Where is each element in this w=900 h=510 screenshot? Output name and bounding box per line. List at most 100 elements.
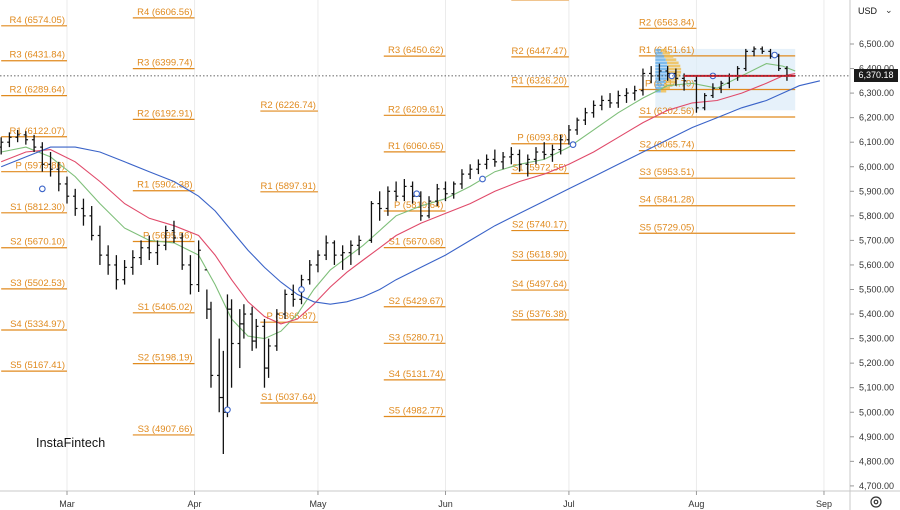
ohlc-bar (673, 68, 679, 86)
ohlc-bar (307, 260, 312, 285)
pivot-label: S5 (5376.38) (512, 309, 567, 320)
ohlc-bar (385, 186, 391, 216)
ohlc-bar (340, 245, 345, 270)
ohlc-bar (509, 147, 514, 165)
x-tick-label: Sep (816, 499, 832, 509)
pivot-label: R1 (6060.65) (388, 141, 443, 152)
ohlc-bar (81, 198, 86, 226)
pivot-label: R4 (6574.05) (10, 15, 65, 26)
y-tick-label: 5,200.00 (859, 358, 894, 368)
ohlc-bar (566, 125, 572, 145)
x-tick-label: May (309, 499, 327, 509)
volume-bar-buy (655, 48, 661, 52)
ohlc-bar (15, 129, 20, 143)
ohlc-bar (435, 183, 440, 207)
pivot-label: S5 (4982.77) (389, 405, 444, 416)
event-marker (771, 51, 778, 59)
ohlc-bar (760, 46, 765, 54)
ohlc-bar (323, 235, 329, 261)
volume-bar-buy (655, 83, 665, 87)
y-tick-label: 5,600.00 (859, 260, 894, 270)
ohlc-bar (743, 48, 749, 72)
volume-bar-sell (666, 61, 679, 65)
ohlc-bar (665, 66, 670, 81)
ohlc-bar (114, 255, 119, 290)
pivot-label: R3 (6399.74) (137, 58, 192, 69)
volume-bar-buy (655, 77, 667, 80)
pivot-label: S2 (5198.19) (138, 353, 193, 364)
pivot-label: S5 (5729.05) (640, 222, 695, 233)
y-tick-label: 6,300.00 (859, 88, 894, 98)
x-tick-label: Mar (59, 499, 75, 509)
ohlc-bar (467, 164, 473, 180)
volume-bar-sell (665, 58, 677, 61)
event-markers (38, 51, 778, 414)
ohlc-bar (208, 301, 214, 388)
y-tick-label: 6,500.00 (859, 39, 894, 49)
pivot-label: S4 (5497.64) (512, 279, 567, 290)
pivot-label: R2 (6563.84) (639, 17, 694, 28)
pivot-label: S3 (5280.71) (389, 332, 444, 343)
volume-bar-buy (655, 74, 668, 77)
volume-bar-buy (655, 64, 668, 68)
event-marker (224, 406, 231, 414)
ohlc-bar (105, 245, 111, 275)
pivot-label: S4 (5841.28) (640, 195, 695, 206)
ohlc-bar (274, 309, 280, 351)
ohlc-bar (718, 80, 724, 94)
ohlc-bar (710, 83, 716, 99)
x-tick-label: Jul (563, 499, 575, 509)
ohlc-bar (0, 137, 4, 155)
pivot-label: R3 (6431.84) (10, 50, 65, 61)
ohlc-bar (89, 206, 94, 241)
currency-selector-label[interactable]: USD (858, 6, 878, 16)
pivot-label: R2 (6447.47) (511, 46, 566, 57)
pivot-label: S2 (5429.67) (389, 296, 444, 307)
ohlc-bar (40, 142, 45, 172)
y-tick-label: 5,900.00 (859, 186, 894, 196)
event-marker (413, 190, 421, 198)
moving-average-line-3 (0, 80, 821, 305)
y-tick-label: 6,100.00 (859, 137, 894, 147)
ohlc-bar (542, 142, 547, 160)
x-tick-label: Aug (688, 499, 704, 509)
ohlc-bar (155, 240, 160, 265)
volume-bar-buy (655, 86, 663, 90)
ohlc-bar (291, 284, 296, 307)
ohlc-bar (410, 181, 415, 204)
ohlc-bar (204, 269, 210, 319)
ohlc-bar (500, 152, 506, 170)
ohlc-bar (56, 161, 61, 192)
ohlc-bar (196, 240, 201, 292)
y-tick-label: 6,400.00 (859, 64, 894, 74)
ohlc-bar (484, 154, 489, 170)
ohlc-bar (48, 152, 53, 177)
volume-bar-sell (664, 55, 674, 58)
x-tick-label: Apr (188, 499, 202, 509)
volume-bar-sell (660, 48, 667, 52)
pivot-label: S1 (5812.30) (10, 202, 65, 213)
settings-icon[interactable] (870, 496, 882, 508)
ohlc-bar (254, 318, 259, 349)
pivot-label: S2 (5670.10) (10, 237, 65, 248)
ohlc-bar (393, 181, 399, 202)
pivot-label: R1 (6122.07) (10, 126, 65, 137)
chevron-down-icon[interactable]: ⌄ (885, 5, 893, 15)
pivot-levels: R4 (6574.05) R3 (6431.84) R2 (6289.64) R1 (… (1, 0, 796, 436)
y-tick-label: 5,000.00 (859, 407, 894, 417)
ohlc-bar (492, 149, 498, 167)
pivot-label: S5 (5167.41) (10, 360, 65, 371)
volume-bar-buy (655, 80, 666, 84)
ohlc-bar (418, 191, 424, 221)
price-bars (0, 46, 790, 454)
ohlc-bar (632, 85, 637, 101)
x-axis-months: Mar Apr May Jun Jul Aug Sep (59, 491, 832, 509)
ohlc-bar (356, 235, 362, 256)
volume-bar-sell (662, 86, 670, 90)
pivot-label: R4 (6606.56) (137, 7, 192, 18)
ohlc-bar (188, 255, 193, 295)
y-tick-label: 5,100.00 (859, 383, 894, 393)
ohlc-bar (517, 149, 522, 172)
pivot-label: P (5366.87) (266, 311, 315, 322)
